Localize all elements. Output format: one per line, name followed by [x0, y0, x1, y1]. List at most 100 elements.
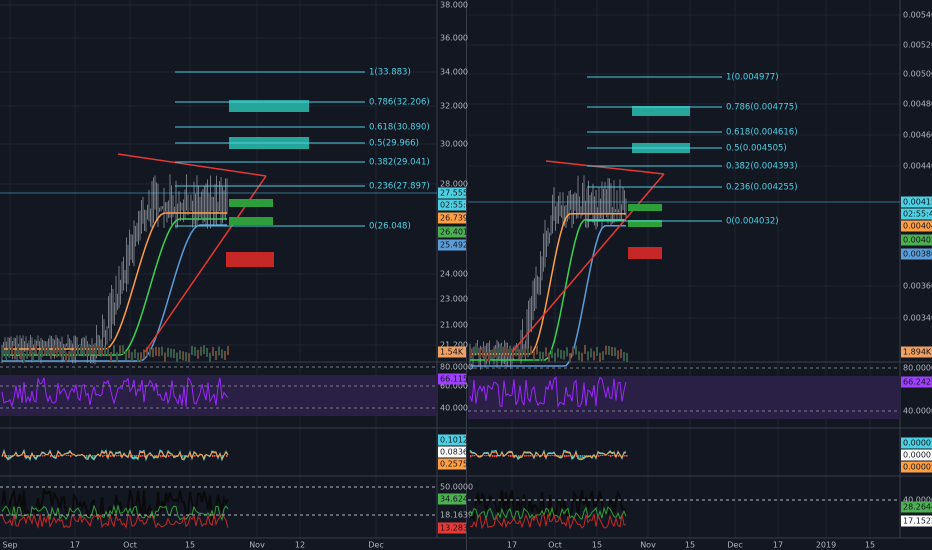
volume-bar [140, 352, 142, 362]
price-badge [438, 373, 466, 385]
macd-hist [554, 455, 556, 457]
volume-bar [167, 347, 169, 357]
volume-bar [539, 351, 541, 361]
fib-label: 0(0.004032) [726, 217, 779, 227]
signal-line [469, 450, 627, 459]
price-badge-label: 26.739 [440, 214, 468, 223]
time-label: Oct [548, 541, 562, 550]
macd-hist [6, 455, 8, 457]
price-badge [901, 220, 932, 232]
price-label: 0.004600 [903, 131, 932, 140]
macd-hist [602, 455, 604, 457]
price-label: 28.000 [440, 180, 468, 189]
volume-bar [506, 347, 508, 357]
target-box [229, 100, 309, 112]
volume-bar [152, 348, 154, 358]
volume-bar [542, 351, 544, 361]
price-badge-label: 26.401 [440, 228, 468, 237]
price-label: 21.000 [440, 321, 468, 330]
volume-bar [554, 352, 556, 362]
volume-bar [95, 346, 97, 356]
volume-bar [494, 348, 496, 358]
dmi-label: 40.0000 [903, 496, 932, 505]
volume-bar [32, 351, 34, 361]
macd-hist [618, 455, 620, 457]
time-label: 2019 [816, 541, 836, 550]
volume-bar [11, 345, 13, 355]
price-badge-label: 13.2833 [440, 524, 473, 533]
volume-bar [584, 345, 586, 354]
macd-hist [110, 455, 112, 457]
price-label: 21.200 [440, 341, 468, 350]
rsi-band [468, 376, 900, 419]
price-badge-label: 28.2644 [903, 503, 932, 512]
volume-bar [146, 347, 148, 357]
volume-bar [611, 347, 613, 357]
price-badge [438, 199, 466, 211]
macd-hist [600, 455, 602, 457]
macd-hist [120, 455, 122, 457]
sell-box [226, 252, 274, 267]
macd-hist [566, 455, 568, 457]
rsi-label: 40.0000 [903, 407, 932, 416]
volume-bar [155, 346, 157, 356]
volume-bar [38, 351, 40, 361]
volume-bar [515, 347, 517, 357]
volume-bar [62, 348, 64, 358]
volume-bar [203, 345, 205, 355]
time-label: Oct [123, 541, 137, 550]
macd-hist [28, 455, 30, 456]
macd-hist [560, 455, 562, 457]
time-label: Dec [368, 541, 383, 550]
macd-hist [484, 455, 486, 457]
macd-hist [130, 455, 132, 458]
macd-hist [614, 455, 616, 457]
volume-bar [200, 346, 202, 356]
price-badge-label: 0.0000 [903, 451, 931, 460]
macd-hist [508, 455, 510, 457]
price-badge [438, 239, 466, 251]
volume-bar [569, 352, 571, 362]
macd-hist [24, 455, 26, 458]
dmi-line [469, 505, 627, 522]
price-badge [438, 187, 466, 199]
macd-hist [510, 455, 512, 457]
price-badge-label: 34.6243 [440, 495, 473, 504]
volume-bar [71, 350, 73, 360]
time-label: 15 [592, 541, 602, 550]
volume-bar [482, 347, 484, 357]
volume-bar [485, 351, 487, 361]
volume-bar [5, 349, 7, 359]
macd-hist [552, 455, 554, 456]
price-label: 30.000 [440, 140, 468, 149]
macd-hist [44, 455, 46, 457]
macd-hist [582, 455, 584, 458]
volume-bar [593, 351, 595, 361]
time-label: 17 [70, 541, 80, 550]
macd-hist [162, 455, 164, 457]
macd-hist [112, 455, 114, 457]
macd-hist [94, 455, 96, 458]
buy-box [229, 199, 273, 207]
price-badge-label: 1.54K [440, 348, 464, 357]
time-label: 12 [295, 541, 305, 550]
volume-bar [614, 347, 616, 357]
price-badge-label: 02:55:49 [440, 201, 476, 210]
fib-label: 0.618(0.004616) [726, 128, 798, 138]
fib-label: 0.5(0.004505) [726, 144, 787, 154]
fib-label: 1(33.883) [369, 68, 411, 78]
price-badge [901, 449, 932, 461]
price-badge [438, 458, 466, 470]
price-badge-label: 02:55:49 [903, 210, 932, 219]
rsi-label: 80.0000 [903, 364, 932, 373]
volume-bar [122, 345, 124, 355]
price-badge [901, 437, 932, 449]
price-badge-label: 66.2423 [903, 378, 932, 387]
fib-label: 0.236(27.897) [369, 182, 430, 192]
price-label: 38.000 [440, 1, 468, 10]
volume-bar [104, 346, 106, 356]
fib-label: 0(26.048) [369, 222, 411, 232]
volume-bar [518, 350, 520, 360]
volume-bar [20, 350, 22, 360]
ma-fast [2, 212, 227, 350]
